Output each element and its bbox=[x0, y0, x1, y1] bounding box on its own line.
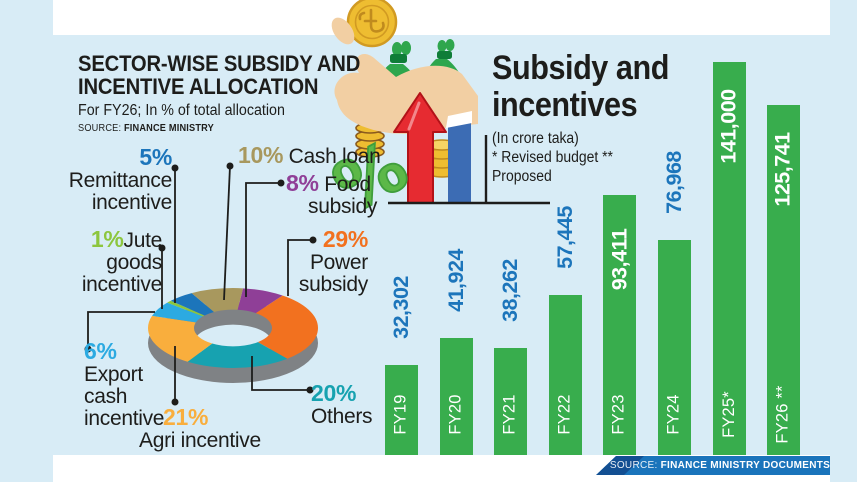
left-header: SECTOR-WISE SUBSIDY AND INCENTIVE ALLOCA… bbox=[78, 52, 360, 134]
label-cash-loan: 10% Cash loan bbox=[238, 142, 381, 168]
pct-remittance: 5% bbox=[139, 144, 172, 170]
bar-value-FY24: 76,968 bbox=[662, 150, 687, 214]
pct-cash-loan: 10% bbox=[238, 142, 284, 168]
page-title: SECTOR-WISE SUBSIDY AND INCENTIVE ALLOCA… bbox=[78, 52, 360, 98]
label-export: 6% Export cash incentive bbox=[84, 338, 165, 430]
donut-leader-lines bbox=[84, 162, 317, 406]
taka-coin-icon bbox=[346, 0, 398, 48]
bar-label-FY25*: FY25* bbox=[720, 390, 739, 438]
pct-jute: 1% bbox=[90, 226, 124, 252]
source-value: FINANCE MINISTRY bbox=[123, 123, 214, 134]
hand-icon bbox=[334, 53, 478, 134]
bar-FY26 ** bbox=[767, 105, 800, 455]
donut-chart bbox=[148, 288, 318, 368]
pct-food: 8% bbox=[286, 170, 319, 196]
bar-label-FY21: FY21 bbox=[501, 393, 519, 435]
label-jute: 1%Jute goods incentive bbox=[81, 226, 162, 296]
bar-label-FY19: FY19 bbox=[392, 393, 410, 435]
bar-FY23 bbox=[603, 195, 636, 455]
chart-note: * Revised budget ** Proposed bbox=[492, 149, 613, 185]
bar-value-FY22: 57,445 bbox=[553, 205, 578, 269]
pct-export: 6% bbox=[84, 338, 117, 364]
bar-FY20 bbox=[440, 338, 473, 455]
source-note: SOURCE: FINANCE MINISTRY bbox=[78, 123, 360, 134]
bar-label-FY24: FY24 bbox=[665, 393, 683, 435]
label-power: 29% Power subsidy bbox=[298, 226, 368, 296]
source-label: SOURCE: bbox=[78, 123, 122, 134]
bar-FY24 bbox=[658, 240, 691, 455]
source-strip: SOURCE: FINANCE MINISTRY DOCUMENTS bbox=[596, 456, 830, 475]
bar-FY19 bbox=[385, 365, 418, 455]
bar-value-FY23: 93,411 bbox=[607, 228, 632, 290]
bar-value-FY25*: 141,000 bbox=[717, 88, 741, 164]
donut-slice-agri-incentive bbox=[148, 288, 318, 368]
donut-slice-power-subsidy bbox=[148, 288, 318, 368]
strip-source-value: FINANCE MINISTRY DOCUMENTS bbox=[660, 460, 831, 471]
right-header: Subsidy and incentives (In crore taka) *… bbox=[492, 50, 669, 186]
bar-value-FY19: 32,302 bbox=[389, 275, 414, 339]
chart-unit: (In crore taka) bbox=[492, 130, 579, 147]
pct-agri: 21% bbox=[163, 404, 209, 430]
bar-value-FY26 **: 125,741 bbox=[771, 131, 795, 207]
label-agri: 21% Agri incentive bbox=[139, 404, 261, 452]
label-food-subsidy: 8% Food subsidy bbox=[286, 170, 378, 218]
bar-value-FY21: 38,262 bbox=[498, 258, 523, 322]
donut-slice-others bbox=[148, 288, 318, 368]
label-others: 20% Others bbox=[311, 380, 373, 428]
bar-label-FY26 **: FY26 ** bbox=[774, 384, 793, 444]
title-line1: SECTOR-WISE SUBSIDY AND bbox=[78, 51, 361, 76]
chart-title: Subsidy and incentives bbox=[492, 49, 669, 124]
bar-value-FY20: 41,924 bbox=[444, 248, 469, 312]
pct-power: 29% bbox=[322, 226, 368, 252]
finger-icon bbox=[331, 17, 355, 45]
donut-slice-cash-loan bbox=[148, 288, 318, 368]
bar-label-FY22: FY22 bbox=[556, 393, 574, 435]
top-white-band bbox=[53, 0, 830, 35]
arrow-highlight bbox=[407, 101, 421, 131]
bar-FY22 bbox=[549, 295, 582, 455]
strip-source-label: SOURCE: bbox=[609, 460, 658, 471]
divider-lines bbox=[388, 135, 550, 205]
pct-others: 20% bbox=[311, 380, 357, 406]
bar-FY21 bbox=[494, 348, 527, 455]
bar-FY25* bbox=[713, 62, 746, 455]
bar-label-FY23: FY23 bbox=[610, 393, 628, 435]
cuff-icon bbox=[446, 111, 472, 128]
title-line2: INCENTIVE ALLOCATION bbox=[78, 74, 319, 99]
subtitle: For FY26; In % of total allocation bbox=[78, 102, 285, 119]
sleeve-icon bbox=[448, 120, 471, 203]
bar-label-FY20: FY20 bbox=[447, 393, 465, 435]
label-remittance: 5% Remittance incentive bbox=[68, 144, 173, 214]
strip-text: SOURCE: FINANCE MINISTRY DOCUMENTS bbox=[596, 460, 830, 471]
